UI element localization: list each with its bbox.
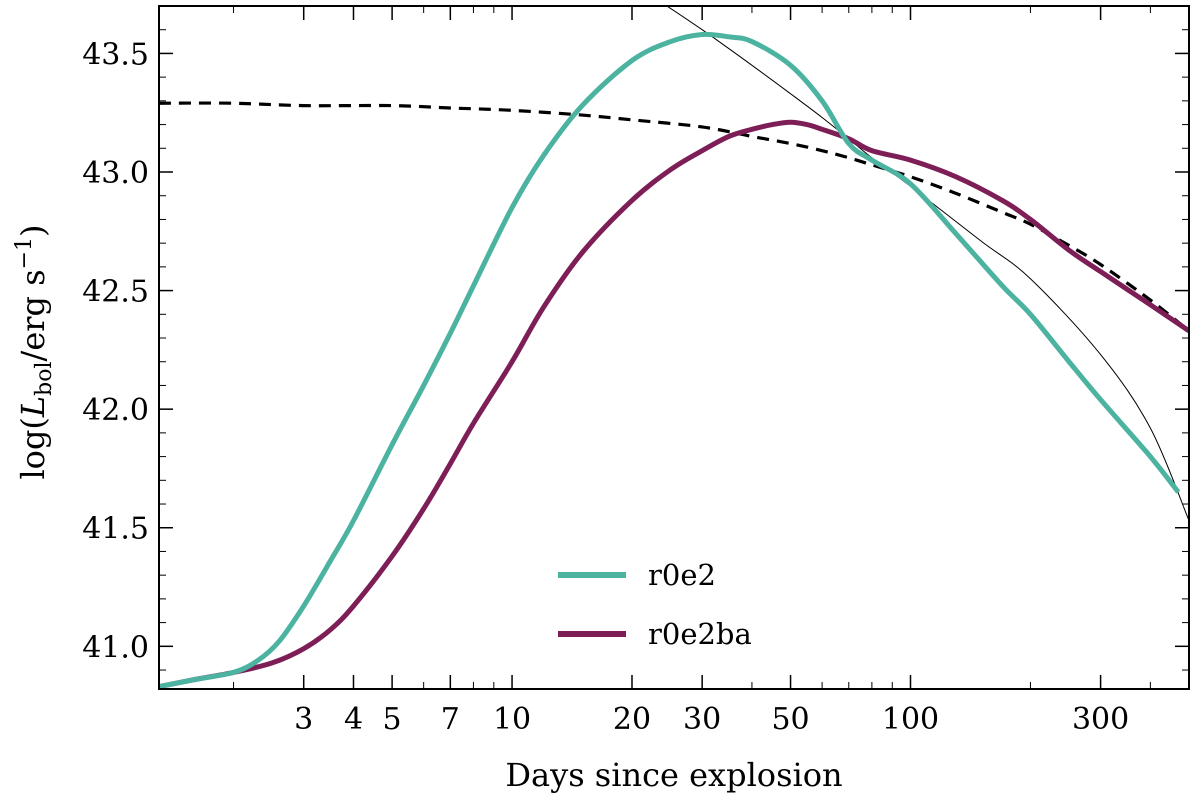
x-tick-label: 10 bbox=[493, 702, 531, 737]
y-tick-label: 43.5 bbox=[82, 37, 149, 72]
series-line-r0e2 bbox=[159, 31, 1181, 689]
ticks-layer: 3 4 5 7 10 20 30 50 100 300 41.0 41.5 42.0 42.5 43.0 43… bbox=[82, 6, 1190, 737]
series-line-dashed bbox=[159, 101, 1189, 333]
svg-text:log(Lbol/erg s−1): log(Lbol/erg s−1) bbox=[12, 224, 57, 479]
y-tick-label: 42.0 bbox=[82, 393, 149, 428]
y-tick-label: 41.5 bbox=[82, 512, 149, 547]
x-tick-label: 30 bbox=[683, 702, 721, 737]
x-tick-label: 3 bbox=[294, 702, 313, 737]
x-tick-label: 7 bbox=[441, 702, 460, 737]
x-tick-label: 50 bbox=[771, 702, 809, 737]
x-axis-label: Days since explosion bbox=[505, 756, 842, 794]
y-tick-label: 42.5 bbox=[82, 275, 149, 310]
legend: r0e2 r0e2ba bbox=[558, 558, 752, 651]
x-tick-label: 300 bbox=[1072, 702, 1129, 737]
y-axis-label: log(Lbol/erg s−1) bbox=[12, 224, 57, 479]
legend-label-r0e2ba: r0e2ba bbox=[648, 617, 752, 651]
series-line-r0e2ba bbox=[159, 119, 1189, 689]
x-tick-label: 4 bbox=[344, 702, 363, 737]
x-tick-label: 5 bbox=[383, 702, 402, 737]
legend-label-r0e2: r0e2 bbox=[648, 558, 716, 592]
y-tick-label: 43.0 bbox=[82, 156, 149, 191]
plot-frame bbox=[158, 5, 1190, 690]
x-tick-label: 20 bbox=[613, 702, 651, 737]
series-layer bbox=[159, 6, 1189, 689]
x-tick-label: 100 bbox=[882, 702, 939, 737]
y-tick-label: 41.0 bbox=[82, 630, 149, 665]
series-line-thin bbox=[665, 6, 1189, 521]
